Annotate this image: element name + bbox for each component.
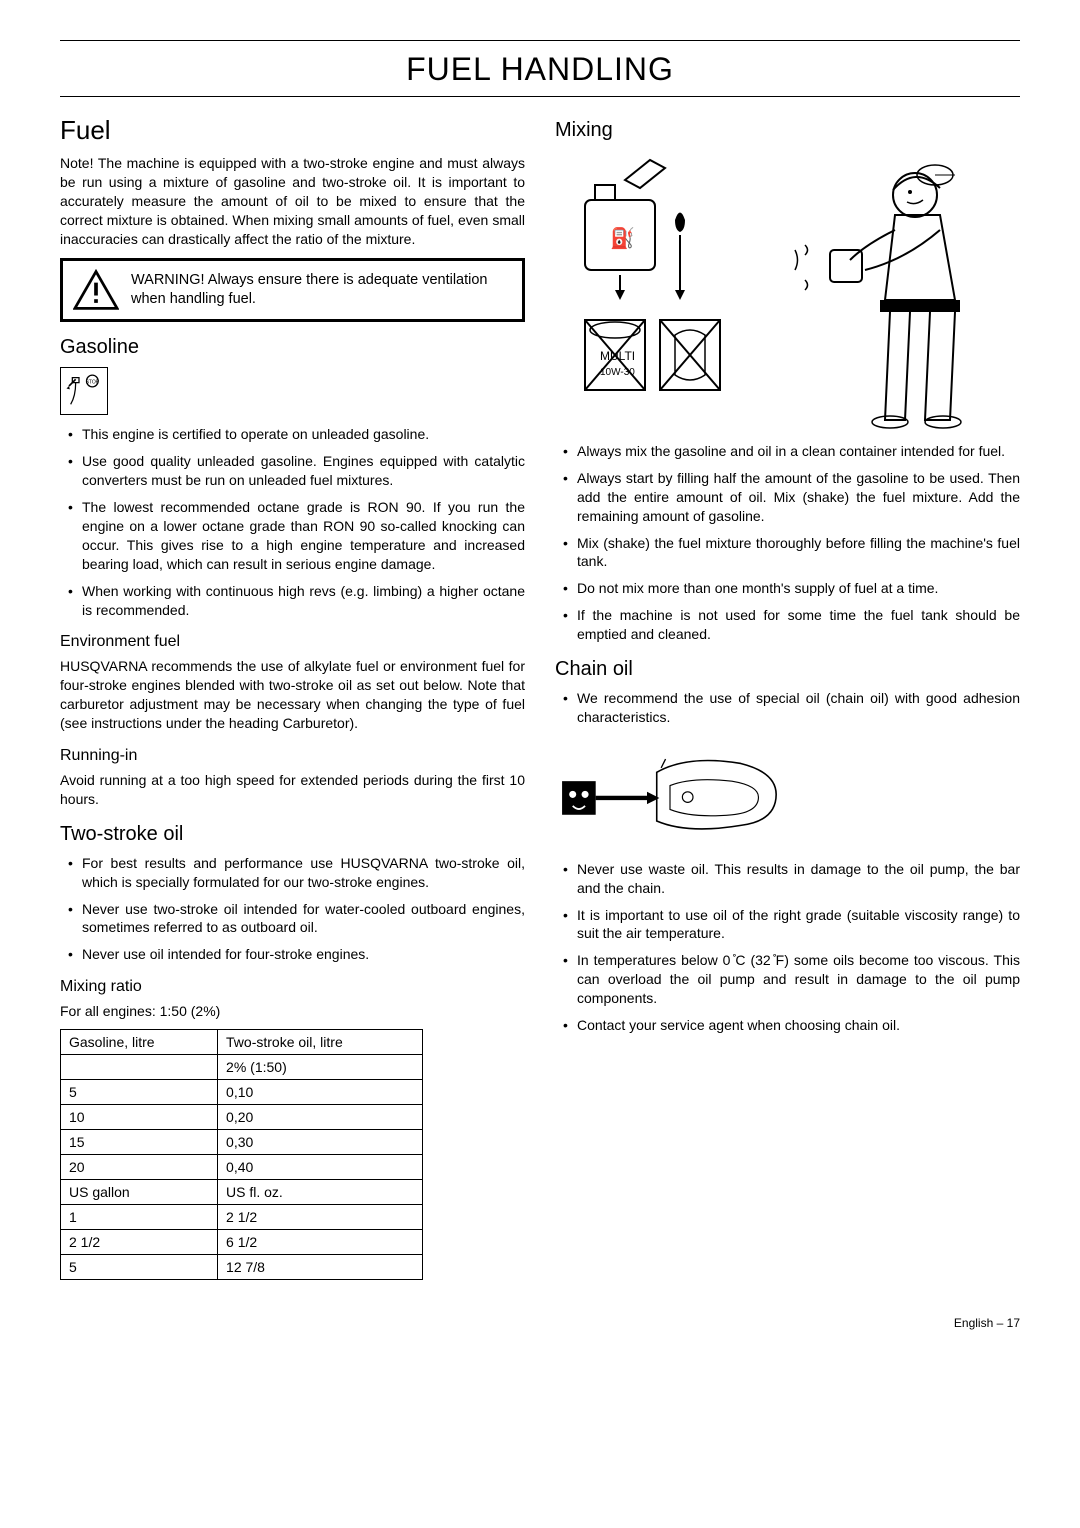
table-row: US gallonUS fl. oz. (61, 1180, 423, 1205)
table-row: 100,20 (61, 1105, 423, 1130)
table-cell: 0,40 (218, 1155, 423, 1180)
footer-page-number: 17 (1007, 1316, 1020, 1330)
svg-text:⛽: ⛽ (610, 226, 635, 250)
table-cell: 0,30 (218, 1130, 423, 1155)
table-cell: 5 (61, 1255, 218, 1280)
mixing-ratio-heading: Mixing ratio (60, 978, 525, 996)
mixing-diagram-icon: ⛽ MULTI 10W-30 (555, 150, 745, 410)
fuel-note: Note! The machine is equipped with a two… (60, 154, 525, 248)
table-cell: 0,10 (218, 1080, 423, 1105)
table-row: 50,10 (61, 1080, 423, 1105)
list-item: Never use two-stroke oil intended for wa… (60, 900, 525, 938)
list-item: Never use waste oil. This results in dam… (555, 860, 1020, 898)
environment-fuel-text: HUSQVARNA recommends the use of alkylate… (60, 657, 525, 733)
list-item: Never use oil intended for four-stroke e… (60, 945, 525, 964)
table-row: Gasoline, litre Two-stroke oil, litre (61, 1030, 423, 1055)
table-cell: 2 1/2 (61, 1230, 218, 1255)
list-item: When working with continuous high revs (… (60, 582, 525, 620)
table-cell: US fl. oz. (218, 1180, 423, 1205)
list-item: This engine is certified to operate on u… (60, 425, 525, 444)
gasoline-list: This engine is certified to operate on u… (60, 425, 525, 619)
mixing-heading: Mixing (555, 119, 1020, 142)
chain-oil-list-top: We recommend the use of special oil (cha… (555, 689, 1020, 727)
table-cell: 5 (61, 1080, 218, 1105)
content-columns: Fuel Note! The machine is equipped with … (60, 115, 1020, 1280)
footer-separator: – (997, 1316, 1004, 1330)
list-item: We recommend the use of special oil (cha… (555, 689, 1020, 727)
list-item: Contact your service agent when choosing… (555, 1016, 1020, 1035)
table-row: 200,40 (61, 1155, 423, 1180)
chain-oil-heading: Chain oil (555, 658, 1020, 681)
table-cell: 15 (61, 1130, 218, 1155)
list-item: For best results and performance use HUS… (60, 854, 525, 892)
list-item: Do not mix more than one month's supply … (555, 579, 1020, 598)
warning-icon (73, 269, 119, 311)
table-cell: 6 1/2 (218, 1230, 423, 1255)
table-cell: 0,20 (218, 1105, 423, 1130)
table-cell: Gasoline, litre (61, 1030, 218, 1055)
list-item: In temperatures below 0 ̊C (32 ̊F) some … (555, 951, 1020, 1008)
warning-text: WARNING! Always ensure there is adequate… (131, 271, 512, 310)
table-row: 512 7/8 (61, 1255, 423, 1280)
page-title: FUEL HANDLING (60, 45, 1020, 96)
table-cell: 2 1/2 (218, 1205, 423, 1230)
table-cell: 2% (1:50) (218, 1055, 423, 1080)
list-item: Always start by filling half the amount … (555, 469, 1020, 526)
list-item: Mix (shake) the fuel mixture thoroughly … (555, 534, 1020, 572)
footer-language: English (954, 1316, 993, 1330)
list-item: It is important to use oil of the right … (555, 906, 1020, 944)
mixing-list: Always mix the gasoline and oil in a cle… (555, 442, 1020, 644)
chain-oil-list-bottom: Never use waste oil. This results in dam… (555, 860, 1020, 1035)
chainsaw-oil-icon (555, 735, 1020, 850)
svg-text:STOP: STOP (86, 380, 100, 386)
table-cell: 10 (61, 1105, 218, 1130)
right-column: Mixing ⛽ MULTI (555, 115, 1020, 1280)
mixing-ratio-text: For all engines: 1:50 (2%) (60, 1002, 525, 1021)
mixing-figures: ⛽ MULTI 10W-30 (555, 150, 1020, 430)
gasoline-icon: STOP (60, 367, 108, 415)
environment-fuel-heading: Environment fuel (60, 633, 525, 651)
table-row: 12 1/2 (61, 1205, 423, 1230)
operator-shaking-icon (755, 150, 1005, 430)
fuel-heading: Fuel (60, 115, 525, 146)
list-item: Use good quality unleaded gasoline. Engi… (60, 452, 525, 490)
running-in-heading: Running-in (60, 747, 525, 765)
page-footer: English – 17 (60, 1316, 1020, 1330)
table-row: 2% (1:50) (61, 1055, 423, 1080)
two-stroke-heading: Two-stroke oil (60, 823, 525, 846)
gasoline-heading: Gasoline (60, 336, 525, 359)
list-item: Always mix the gasoline and oil in a cle… (555, 442, 1020, 461)
table-row: 150,30 (61, 1130, 423, 1155)
table-cell: Two-stroke oil, litre (218, 1030, 423, 1055)
running-in-text: Avoid running at a too high speed for ex… (60, 771, 525, 809)
table-cell: US gallon (61, 1180, 218, 1205)
table-cell: 1 (61, 1205, 218, 1230)
list-item: If the machine is not used for some time… (555, 606, 1020, 644)
table-cell: 20 (61, 1155, 218, 1180)
mixing-ratio-table: Gasoline, litre Two-stroke oil, litre 2%… (60, 1029, 423, 1280)
warning-box: WARNING! Always ensure there is adequate… (60, 258, 525, 322)
left-column: Fuel Note! The machine is equipped with … (60, 115, 525, 1280)
list-item: The lowest recommended octane grade is R… (60, 498, 525, 574)
two-stroke-list: For best results and performance use HUS… (60, 854, 525, 964)
table-row: 2 1/26 1/2 (61, 1230, 423, 1255)
table-cell: 12 7/8 (218, 1255, 423, 1280)
table-cell (61, 1055, 218, 1080)
